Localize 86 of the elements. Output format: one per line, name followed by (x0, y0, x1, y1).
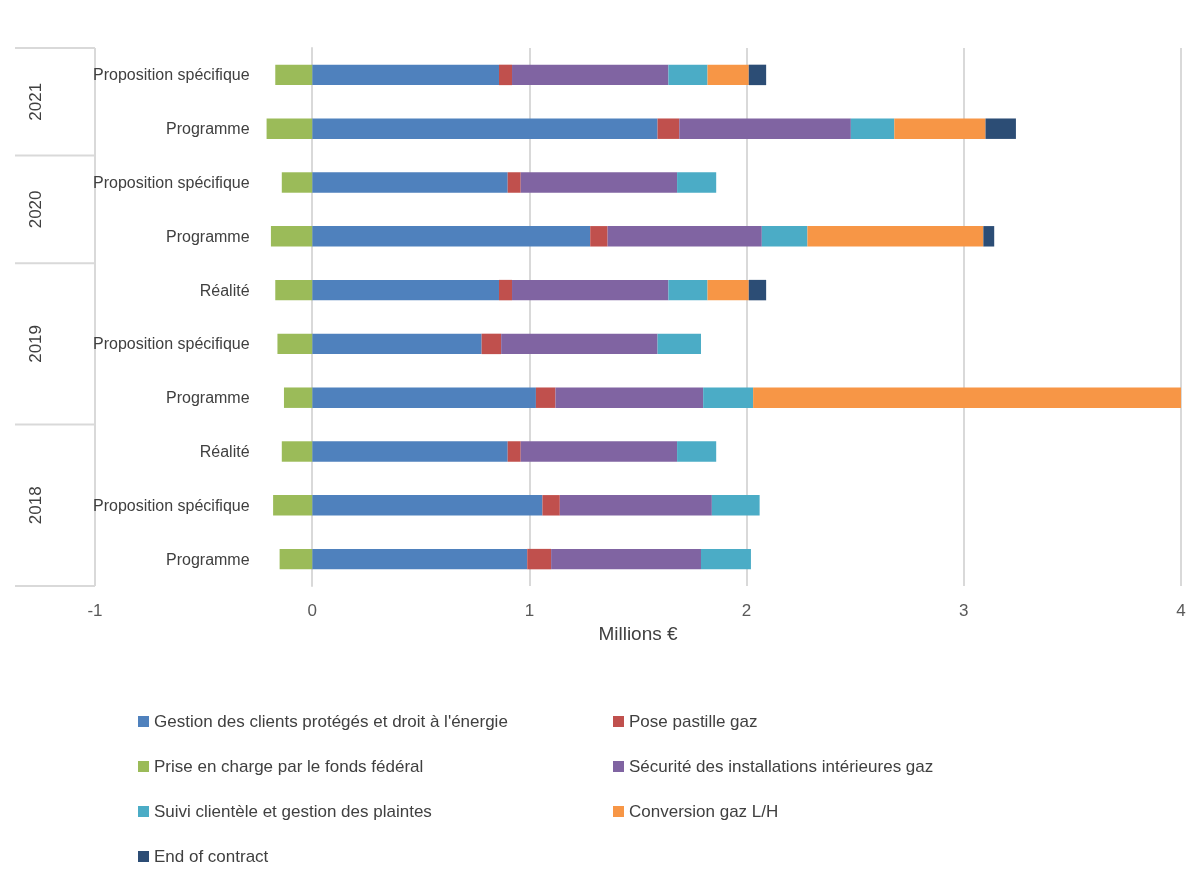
bar (512, 279, 669, 301)
bar (679, 118, 851, 139)
bar (507, 172, 521, 193)
bar (657, 333, 701, 355)
y-tick-label: Programme (166, 120, 250, 138)
bar (985, 118, 1016, 139)
bar (894, 118, 986, 139)
text: 2020 (25, 190, 45, 229)
bar (807, 226, 984, 247)
bar (501, 333, 658, 355)
legend-label: Suivi clientèle et gestion des plaintes (154, 802, 432, 821)
bar (312, 118, 658, 139)
bar (275, 64, 313, 86)
bar (273, 495, 313, 516)
bar (312, 172, 508, 193)
bar (677, 441, 717, 462)
y-tick-label: Proposition spécifique (93, 174, 250, 191)
bar (677, 172, 717, 193)
x-axis-title: Millions € (598, 623, 679, 644)
bar (312, 64, 499, 86)
bar (277, 333, 313, 355)
bar (275, 279, 313, 301)
bar (555, 387, 704, 408)
bar (700, 548, 751, 570)
text: 2019 (25, 324, 45, 363)
bar (281, 172, 313, 193)
bar (535, 387, 556, 408)
bar (520, 172, 678, 193)
bar (668, 279, 708, 301)
x-tick-label: 0 (307, 601, 317, 620)
bar (590, 226, 608, 247)
x-tick-label: 3 (959, 601, 969, 620)
bar (498, 279, 513, 301)
y-tick-label: Programme (166, 389, 250, 407)
bar (711, 495, 760, 516)
bar (312, 548, 528, 570)
bar (542, 495, 560, 516)
legend-label: Pose pastille gaz (629, 712, 758, 731)
y-tick-label: Réalité (199, 281, 250, 299)
x-tick-label: 1 (524, 601, 535, 620)
bar (312, 226, 591, 247)
bar (707, 64, 749, 86)
bar (520, 441, 678, 462)
bar (703, 387, 754, 408)
text: 2021 (25, 82, 45, 121)
bar (481, 333, 502, 355)
bar (281, 441, 313, 462)
bar (983, 226, 995, 247)
bar (312, 387, 536, 408)
y-tick-label: Proposition spécifique (93, 66, 250, 84)
bar (551, 548, 701, 570)
bar (312, 441, 508, 462)
bar (512, 64, 669, 86)
bar (748, 279, 767, 301)
y-tick-label: Proposition spécifique (93, 335, 250, 353)
legend-label: Conversion gaz L/H (629, 802, 779, 821)
bar (507, 441, 521, 462)
legend-label: Prise en charge par le fonds fédéral (154, 757, 424, 776)
bar (270, 226, 313, 247)
bar (498, 64, 513, 86)
bar (312, 333, 482, 355)
x-tick-label: 2 (741, 601, 752, 620)
y-tick-label: Réalité (199, 443, 250, 460)
legend-label: Sécurité des installations intérieures gaz (629, 757, 934, 776)
bar (312, 279, 499, 301)
bar (527, 548, 552, 570)
bar (607, 226, 762, 247)
legend-label: Gestion des clients protégés et droit à l'énergie (154, 712, 508, 731)
y-tick-label: Programme (166, 227, 250, 245)
text: 2018 (25, 486, 45, 525)
x-tick-label: 4 (1176, 601, 1186, 620)
legend-label: End of contract (154, 847, 269, 866)
bar (657, 118, 680, 139)
bar (707, 279, 749, 301)
bar (748, 64, 767, 86)
bar (668, 64, 708, 86)
bar (283, 387, 313, 408)
y-tick-label: Programme (166, 550, 250, 568)
bar (266, 118, 313, 139)
bar (559, 495, 712, 516)
y-tick-label: Proposition spécifique (93, 496, 250, 514)
bar (312, 495, 543, 516)
x-tick-label: -1 (87, 601, 103, 620)
bar (279, 548, 313, 570)
bar (761, 226, 808, 247)
bar (850, 118, 895, 139)
